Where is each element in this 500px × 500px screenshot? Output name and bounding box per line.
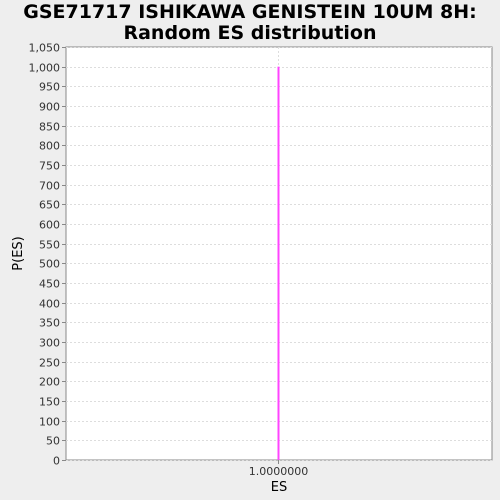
- y-tick-label: 850: [39, 121, 60, 134]
- y-tick-label: 400: [39, 298, 60, 311]
- chart-title-line-2: Random ES distribution: [123, 22, 377, 44]
- bars: [277, 66, 280, 461]
- y-tick-label: 750: [39, 160, 60, 173]
- y-tick-label: 950: [39, 81, 60, 94]
- x-axis: 1.0000000: [249, 460, 309, 478]
- y-tick-label: 550: [39, 239, 60, 252]
- y-tick-label: 500: [39, 258, 60, 271]
- y-tick-label: 150: [39, 396, 60, 409]
- y-tick-label: 50: [46, 435, 60, 448]
- chart-title: GSE71717 ISHIKAWA GENISTEIN 10UM 8H: Ran…: [0, 2, 500, 44]
- y-tick-label: 450: [39, 278, 60, 291]
- x-axis-label: ES: [271, 480, 287, 495]
- chart-title-line-1: GSE71717 ISHIKAWA GENISTEIN 10UM 8H:: [23, 1, 477, 23]
- y-tick-label: 250: [39, 357, 60, 370]
- y-tick-label: 700: [39, 180, 60, 193]
- y-tick-label: 800: [39, 140, 60, 153]
- y-tick-label: 1,050: [29, 42, 61, 55]
- bar: [277, 66, 280, 461]
- y-tick-label: 200: [39, 376, 60, 389]
- y-axis-label: P(ES): [11, 236, 26, 270]
- y-axis: 0 50 100 150 200 250 300 350 400 450 500 550 600 650 7…: [29, 42, 66, 468]
- y-tick-label: 650: [39, 199, 60, 212]
- x-tick-label: 1.0000000: [249, 465, 309, 478]
- y-tick-label: 300: [39, 337, 60, 350]
- y-tick-label: 600: [39, 219, 60, 232]
- y-tick-label: 100: [39, 416, 60, 429]
- y-tick-label: 900: [39, 101, 60, 114]
- y-tick-label: 350: [39, 317, 60, 330]
- y-tick-label: 0: [53, 455, 60, 468]
- y-tick-label: 1,000: [29, 62, 61, 75]
